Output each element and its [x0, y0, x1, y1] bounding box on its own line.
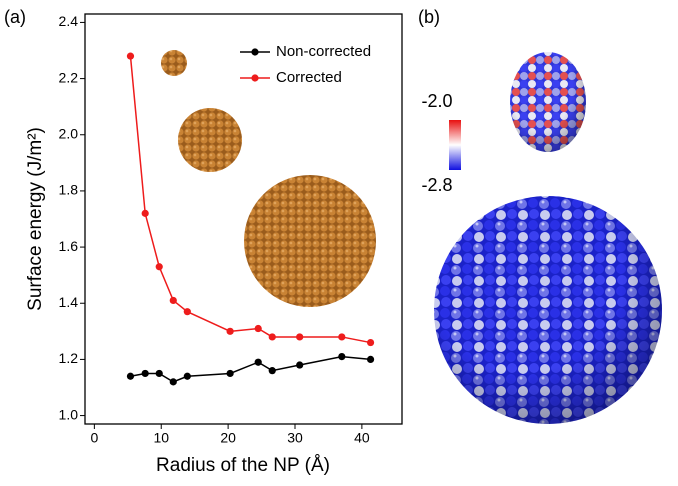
data-point	[183, 372, 191, 380]
legend-marker	[251, 74, 259, 82]
x-axis-label: Radius of the NP (Å)	[156, 455, 330, 476]
plot-frame	[84, 13, 403, 425]
y-tick-label: 1.6	[59, 238, 79, 254]
legend-label: Corrected	[276, 69, 342, 86]
x-tick-label: 30	[287, 430, 303, 446]
nanoparticle	[178, 108, 242, 172]
data-point	[366, 355, 375, 364]
data-point	[338, 353, 346, 361]
y-axis-label: Surface energy (J/m²)	[25, 127, 46, 311]
y-tick-label: 1.8	[59, 182, 79, 198]
nanoparticle	[244, 175, 376, 307]
legend-marker	[251, 48, 259, 56]
data-point	[226, 327, 234, 335]
colorbar	[449, 120, 461, 170]
y-tick-label: 1.2	[59, 350, 79, 366]
data-point	[141, 369, 149, 378]
data-point	[338, 333, 346, 341]
data-point	[366, 338, 375, 347]
x-tick-label: 10	[153, 430, 169, 446]
y-tick-label: 2.2	[59, 69, 79, 85]
legend-label: Non-corrected	[276, 43, 371, 60]
shading	[434, 196, 662, 424]
y-tick-label: 2.0	[59, 125, 79, 141]
data-point	[169, 378, 177, 386]
y-tick-label: 1.0	[59, 406, 79, 422]
data-point	[155, 369, 163, 378]
series-line	[130, 355, 371, 383]
y-tick-label: 2.4	[59, 13, 79, 29]
data-point	[268, 367, 276, 375]
y-tick-label: 1.4	[59, 294, 79, 310]
data-point	[169, 296, 177, 305]
data-point	[254, 358, 262, 366]
data-point	[126, 372, 135, 380]
nanoparticle-images	[161, 50, 662, 424]
x-tick-label: 20	[220, 430, 236, 446]
data-point	[183, 308, 191, 316]
data-point	[126, 52, 135, 60]
colorbar-label: -2.8	[421, 175, 452, 195]
data-point	[141, 209, 149, 217]
panel-label: (b)	[418, 7, 440, 27]
nanoparticle	[161, 50, 187, 76]
data-point	[155, 263, 163, 271]
data-point	[296, 333, 304, 341]
data-point	[296, 361, 304, 369]
panel-label: (a)	[4, 7, 26, 27]
data-point	[254, 324, 262, 333]
data-point	[226, 369, 234, 378]
shading	[510, 52, 586, 152]
data-point	[268, 333, 276, 341]
x-tick-label: 40	[354, 430, 370, 446]
x-tick-label: 0	[90, 430, 98, 446]
colorbar-label: -2.0	[421, 91, 452, 111]
